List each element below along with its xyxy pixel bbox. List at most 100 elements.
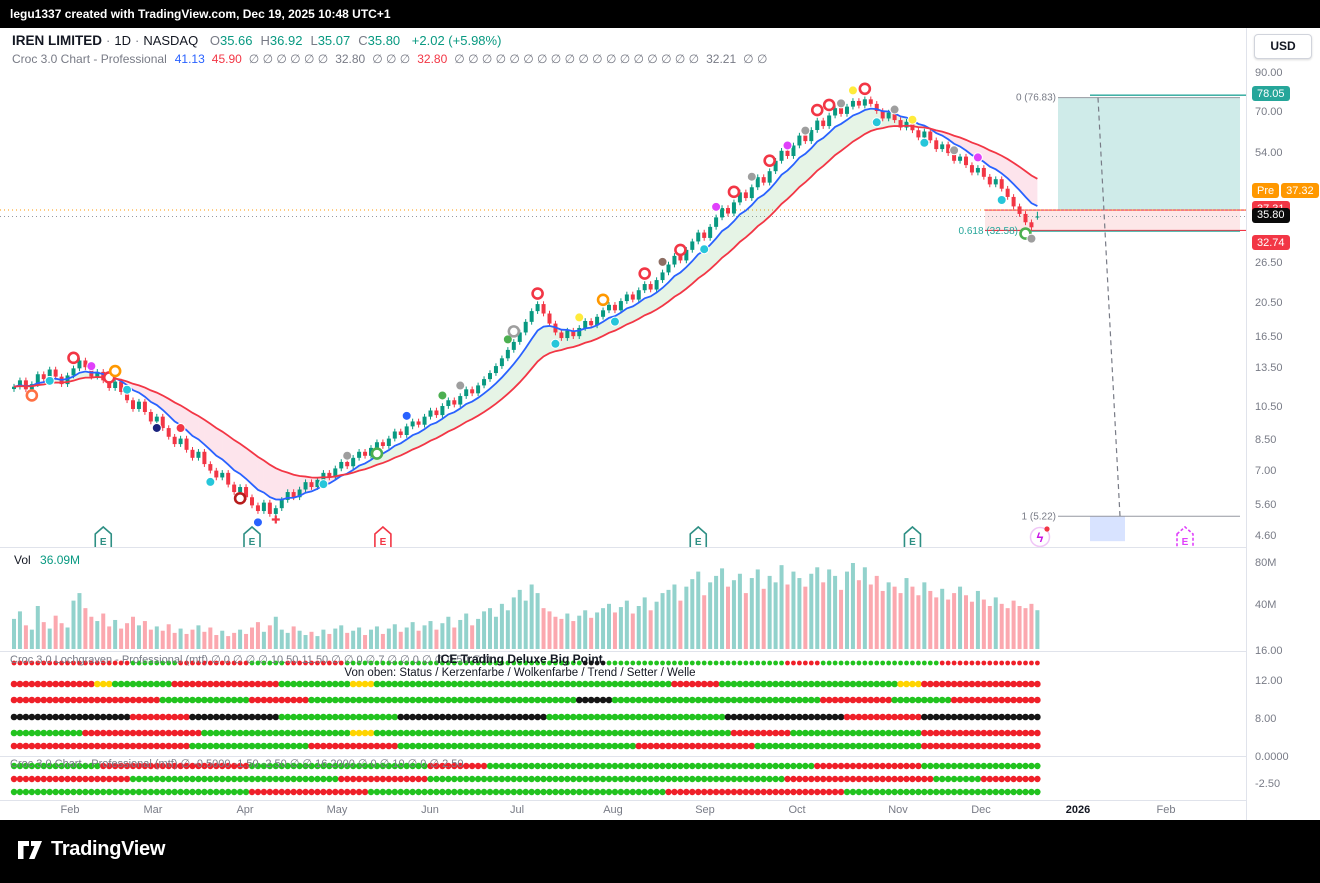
- volume-value: 36.09M: [40, 553, 81, 567]
- price-badge-value: 37.32: [1281, 183, 1319, 199]
- indicator-value: ∅ ∅ ∅ ∅ ∅ ∅: [248, 52, 329, 66]
- ma-cloud: [14, 108, 1038, 500]
- price-tick-label: 5.60: [1255, 499, 1277, 512]
- exchange-label: NASDAQ: [143, 33, 199, 48]
- indicator-value: 41.13: [174, 52, 205, 66]
- fib-trend-line: [1097, 97, 1121, 517]
- pane-divider[interactable]: [0, 547, 1246, 548]
- pane-divider: [0, 800, 1246, 801]
- indicator-dot-row: [10, 696, 1041, 704]
- pane-tick-label: 16.00: [1255, 645, 1283, 657]
- price-badge: 35.80: [1252, 207, 1290, 223]
- time-axis-label: Feb: [60, 804, 80, 816]
- price-tick-label: 8.50: [1255, 434, 1277, 447]
- indicator-value: 32.80: [417, 52, 448, 66]
- indicator-dot-row: [10, 762, 1041, 770]
- price-badge: 32.74: [1252, 235, 1290, 251]
- indicator-dot-row: [10, 680, 1041, 688]
- price-tick-label: 4.60: [1255, 529, 1277, 542]
- interval-label[interactable]: 1D: [114, 33, 131, 48]
- attribution-bar: legu1337 created with TradingView.com, D…: [0, 0, 1320, 28]
- volume-label: Vol: [14, 553, 31, 567]
- svg-text:E: E: [695, 537, 702, 547]
- indicator-value: 45.90: [211, 52, 242, 66]
- flash-icon: ϟ: [1029, 526, 1051, 547]
- price-badge: Pre 37.32: [1252, 183, 1319, 199]
- fib-label: 0 (76.83): [1016, 93, 1056, 104]
- time-axis-label: Feb: [1156, 804, 1176, 816]
- time-axis-label: Dec: [971, 804, 991, 816]
- indicator-title[interactable]: Croc 3.0 Chart - Professional: [12, 52, 167, 66]
- ohlc-value: 35.07: [317, 33, 351, 48]
- currency-button[interactable]: USD: [1254, 34, 1312, 59]
- change-value: +2.02 (+5.98%): [411, 33, 502, 48]
- price-badge: 78.05: [1252, 86, 1290, 102]
- symbol-name[interactable]: IREN LIMITED: [12, 33, 102, 48]
- ice-legend-values: ∅ 0 ∅ ∅ ∅ 10.50 11.50 ∅ ∅ 0 ∅ 7 ∅ ∅ 0 ∅ …: [211, 654, 491, 666]
- indicator-value: ∅ ∅ ∅ ∅ ∅ ∅ ∅ ∅ ∅ ∅ ∅ ∅ ∅ ∅ ∅ ∅ ∅ ∅: [454, 52, 700, 66]
- price-tick-label: 90.00: [1255, 66, 1283, 79]
- ice-pane-title: ICE Trading Deluxe Big Point: [437, 652, 603, 666]
- ma-slow-line: [13, 124, 1038, 479]
- indicator-dot-row: [10, 713, 1041, 721]
- volume-bars: [12, 563, 1040, 649]
- earnings-icon: E: [374, 525, 392, 547]
- price-axis[interactable]: USD 90.00 70.00 54.00 26.50 20.50 16.50 13.50 1…: [1246, 28, 1320, 820]
- volume-pane-canvas[interactable]: [0, 547, 1246, 651]
- indicator-value: 32.21: [706, 52, 737, 66]
- pane-divider[interactable]: [0, 756, 1246, 757]
- pane-tick-label: 40M: [1255, 599, 1277, 611]
- main-chart-canvas[interactable]: 0 (76.83) 0.618 (32.58) 1 (5.22) E E E E E Eϟ: [0, 28, 1246, 547]
- croc-legend-title: Croc 3.0 Chart - Professional (mtf): [10, 758, 178, 770]
- pane-tick-label: 0.0000: [1255, 751, 1289, 763]
- earnings-icon: E: [1176, 525, 1194, 547]
- ice-indicator-legend[interactable]: Croc 3.0 Lochgraven - Professional (mtf)…: [10, 653, 490, 666]
- candles: [12, 96, 1040, 517]
- volume-legend[interactable]: Vol 36.09M: [14, 553, 80, 567]
- time-axis-label: Sep: [695, 804, 715, 816]
- price-tick-label: 20.50: [1255, 297, 1283, 310]
- ohlc-value: 35.66: [219, 33, 253, 48]
- svg-text:E: E: [249, 537, 256, 547]
- croc-indicator-legend[interactable]: Croc 3.0 Chart - Professional (mtf) ∅ -0…: [10, 757, 464, 770]
- tradingview-logo-icon: [18, 841, 42, 859]
- indicator-dot-row: [11, 660, 1040, 666]
- bottom-bar: TradingView: [0, 820, 1320, 883]
- time-axis-label: Nov: [888, 804, 908, 816]
- indicator-values: 41.13 45.90 ∅ ∅ ∅ ∅ ∅ ∅ 32.80 ∅ ∅ ∅ 32.80 ∅ ∅ …: [175, 52, 775, 66]
- ohlc-key: L: [310, 33, 318, 48]
- fib-label: 1 (5.22): [1022, 511, 1056, 522]
- fib-label: 0.618 (32.58): [959, 226, 1019, 237]
- svg-text:E: E: [909, 537, 916, 547]
- time-axis[interactable]: Feb Mar Apr May Jun Jul Aug Sep Oct Nov Dec 2026 Feb: [0, 800, 1246, 820]
- ma-fast-line: [13, 107, 1038, 501]
- symbol-legend[interactable]: IREN LIMITED · 1D · NASDAQ O35.66 H36.92 L35.0…: [12, 33, 501, 48]
- svg-text:E: E: [380, 537, 387, 547]
- svg-text:E: E: [100, 537, 107, 547]
- price-tick-label: 7.00: [1255, 464, 1277, 477]
- indicator-legend[interactable]: Croc 3.0 Chart - Professional 41.13 45.90 ∅…: [12, 52, 774, 66]
- ohlc-key: O: [209, 33, 220, 48]
- ohlc-key: C: [358, 33, 368, 48]
- ice-indicator-canvas[interactable]: [0, 651, 1246, 756]
- indicator-dot-row: [10, 788, 1041, 796]
- earnings-icon: E: [243, 525, 261, 547]
- ice-legend-title: Croc 3.0 Lochgraven - Professional (mtf): [10, 654, 209, 666]
- time-axis-label: 2026: [1065, 804, 1091, 816]
- price-badge-value: 32.74: [1252, 235, 1290, 251]
- time-axis-label: Jul: [509, 804, 525, 816]
- price-tick-label: 16.50: [1255, 331, 1283, 344]
- tradingview-logo[interactable]: TradingView: [16, 837, 165, 861]
- earnings-icon: E: [94, 525, 113, 547]
- price-badge-value: 78.05: [1252, 86, 1290, 102]
- pane-tick-label: 80M: [1255, 557, 1277, 569]
- croc-legend-values: ∅ -0.5000 -1.50 -2.50 ∅ ∅ 16.2000 ∅ 0 ∅ …: [180, 758, 464, 770]
- time-axis-label: Jun: [421, 804, 439, 816]
- tradingview-logo-text: TradingView: [51, 837, 166, 860]
- pane-divider[interactable]: [0, 651, 1246, 652]
- ohlc-key: H: [260, 33, 270, 48]
- ohlc-value: 35.80: [367, 33, 401, 48]
- price-tick-label: 26.50: [1255, 257, 1283, 270]
- croc-indicator-canvas[interactable]: [0, 756, 1246, 800]
